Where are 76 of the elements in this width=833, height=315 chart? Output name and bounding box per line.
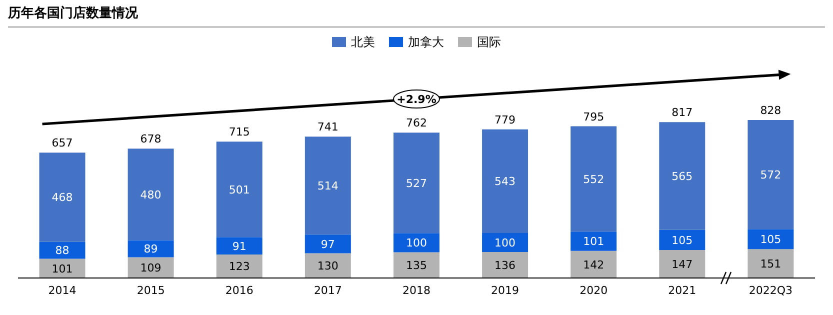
data-label: 565 xyxy=(672,170,693,183)
data-label: 88 xyxy=(55,244,70,258)
total-label: 817 xyxy=(672,106,693,120)
data-label: 105 xyxy=(760,233,782,246)
data-label: 468 xyxy=(52,191,73,204)
data-label: 101 xyxy=(52,262,73,276)
data-label: 100 xyxy=(406,236,427,250)
data-label: 105 xyxy=(672,234,693,247)
bar xyxy=(570,232,617,251)
data-label: 552 xyxy=(583,172,604,186)
bar xyxy=(748,120,794,230)
text: +2.9% xyxy=(396,93,436,106)
total-label: 828 xyxy=(760,104,782,117)
data-label: 151 xyxy=(760,258,782,270)
x-tick-label: 2016 xyxy=(225,284,254,297)
bar xyxy=(482,232,528,252)
legend-label: 加拿大 xyxy=(408,34,444,50)
bar xyxy=(393,252,440,278)
data-label: 101 xyxy=(583,235,604,248)
bar xyxy=(216,254,262,278)
bar xyxy=(482,252,528,278)
legend-label: 北美 xyxy=(351,34,375,50)
bar xyxy=(304,234,351,254)
data-label: 147 xyxy=(672,258,693,271)
bar xyxy=(39,152,86,242)
x-tick-label: 2015 xyxy=(136,284,165,297)
bar xyxy=(304,136,351,235)
x-tick-label: 2020 xyxy=(580,284,608,297)
x-tick-label: 2019 xyxy=(491,284,520,297)
total-label: 678 xyxy=(140,132,162,146)
data-label: 501 xyxy=(228,183,250,196)
bar xyxy=(393,233,440,252)
x-tick-label: 2022Q3 xyxy=(748,284,793,297)
bar xyxy=(748,249,794,278)
data-label: 135 xyxy=(406,259,427,272)
data-label: 527 xyxy=(406,176,427,190)
total-label: 657 xyxy=(52,136,73,150)
total-label: 741 xyxy=(317,120,338,134)
bar xyxy=(659,230,706,250)
total-label: 715 xyxy=(228,126,250,139)
chart-title: 历年各国门店数量情况 xyxy=(8,4,825,28)
bar xyxy=(128,240,174,258)
x-tick-label: 2017 xyxy=(314,284,342,297)
bar xyxy=(482,129,528,233)
data-label: 91 xyxy=(232,240,246,253)
total-label: 779 xyxy=(494,113,516,126)
bar xyxy=(128,148,174,240)
data-label: 130 xyxy=(317,260,338,272)
x-tick-label: 2014 xyxy=(48,284,76,297)
data-label: 572 xyxy=(760,168,782,182)
data-label: 123 xyxy=(228,260,250,274)
bar xyxy=(659,250,706,278)
data-label: 97 xyxy=(320,238,335,251)
data-label: 142 xyxy=(583,258,604,272)
legend-label: 国际 xyxy=(477,34,501,50)
bar xyxy=(128,257,174,278)
bar xyxy=(216,237,262,255)
bar xyxy=(570,250,617,278)
total-label: 795 xyxy=(583,110,604,124)
total-label: 762 xyxy=(406,116,427,130)
data-label: 109 xyxy=(140,262,162,275)
x-tick-label: 2018 xyxy=(402,284,430,297)
bar xyxy=(659,122,706,230)
x-tick-label: 2021 xyxy=(668,284,696,297)
data-label: 543 xyxy=(494,175,516,188)
data-label: 136 xyxy=(494,258,516,272)
data-label: 480 xyxy=(140,188,162,202)
data-label: 89 xyxy=(144,242,158,256)
bar xyxy=(393,132,440,234)
bar xyxy=(748,229,794,250)
bar xyxy=(216,142,262,238)
data-label: 100 xyxy=(494,236,516,250)
bar xyxy=(39,258,86,278)
bar xyxy=(570,126,617,232)
data-label: 514 xyxy=(317,180,338,193)
bar xyxy=(304,253,351,278)
